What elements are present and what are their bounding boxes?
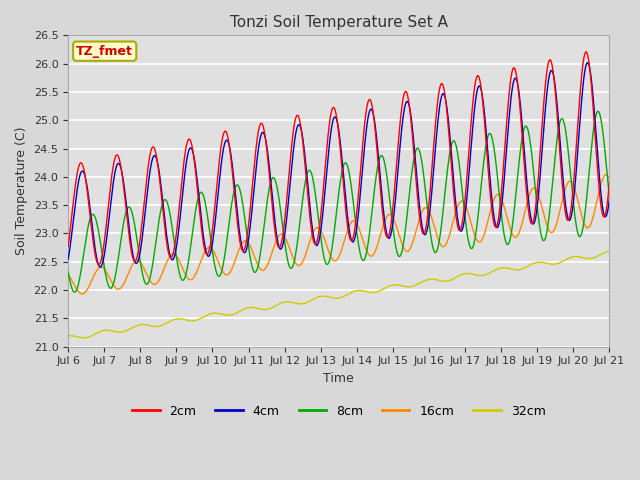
Legend: 2cm, 4cm, 8cm, 16cm, 32cm: 2cm, 4cm, 8cm, 16cm, 32cm xyxy=(127,400,550,423)
X-axis label: Time: Time xyxy=(323,372,354,385)
Title: Tonzi Soil Temperature Set A: Tonzi Soil Temperature Set A xyxy=(230,15,448,30)
Y-axis label: Soil Temperature (C): Soil Temperature (C) xyxy=(15,127,28,255)
Text: TZ_fmet: TZ_fmet xyxy=(76,45,133,58)
